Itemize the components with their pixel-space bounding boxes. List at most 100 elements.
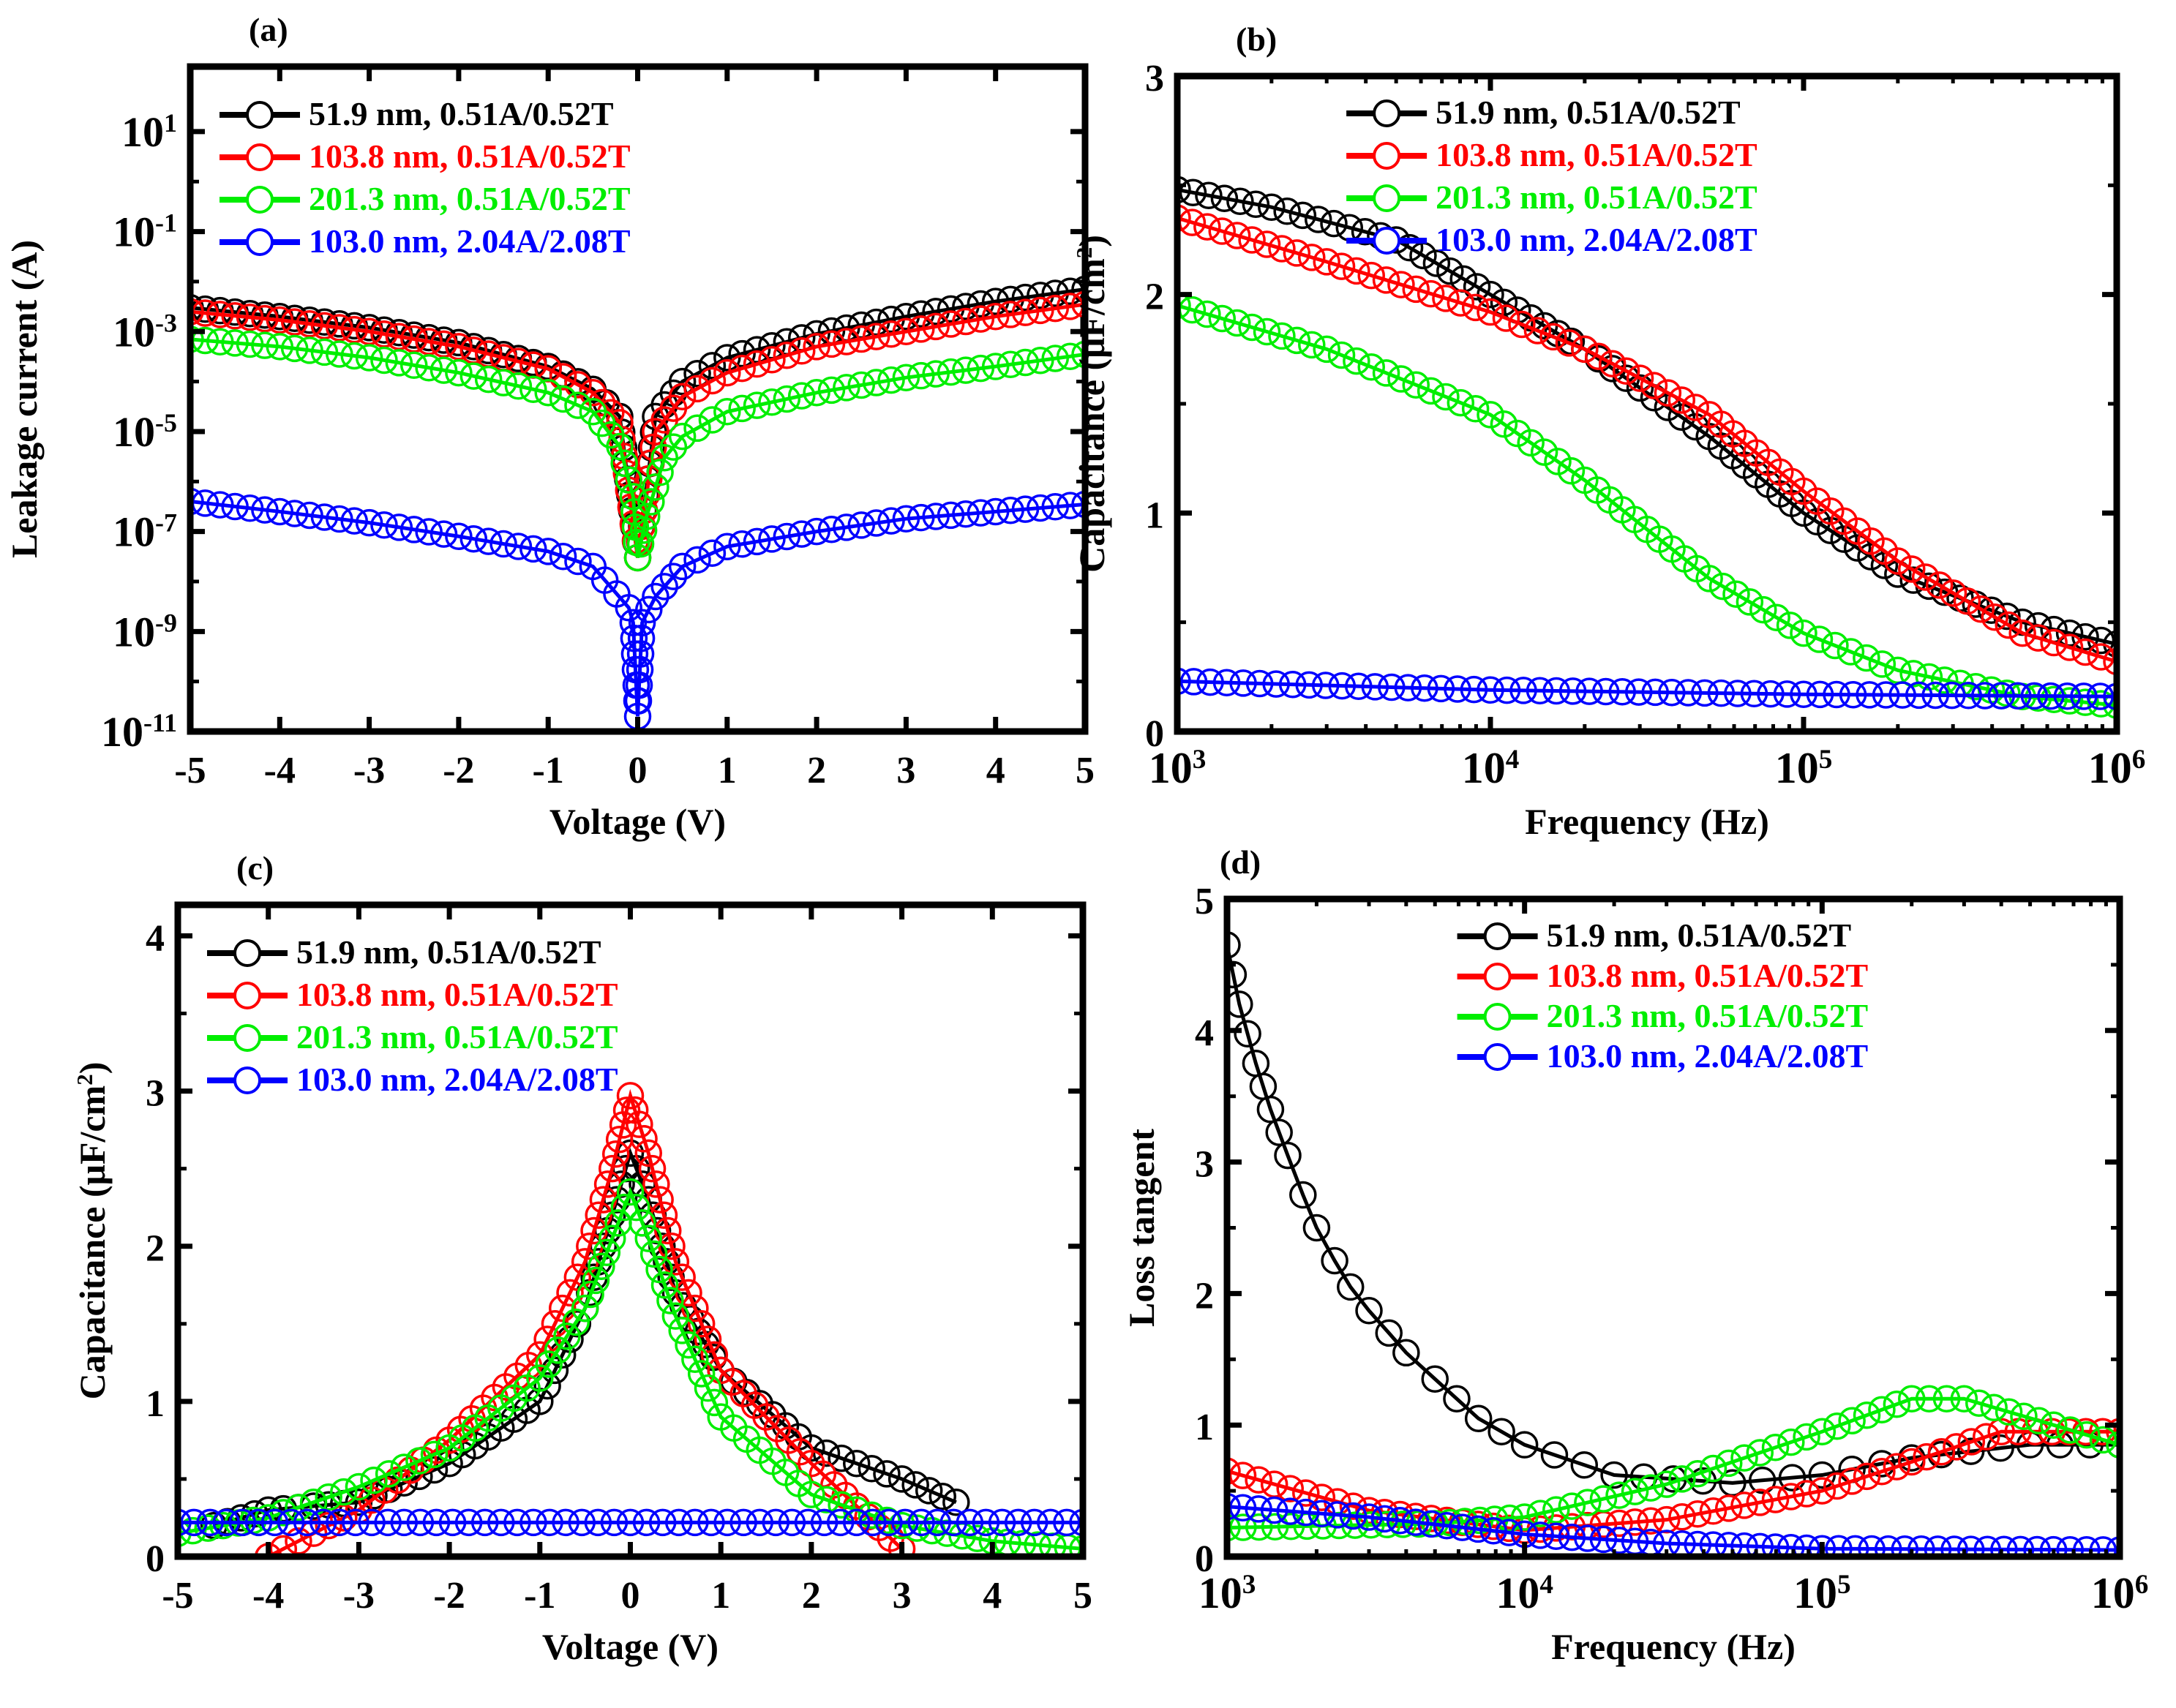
data-point-blue [1691,679,1719,707]
data-point-green [787,382,816,410]
y-tick-label: 10-9 [113,608,177,655]
data-point-blue [1295,671,1323,699]
data-point-blue [626,640,655,668]
data-point-blue [923,1508,951,1537]
data-point-red [1913,1442,1940,1471]
data-point-green [280,334,309,363]
data-point-green [892,364,920,391]
data-point-red [1793,1480,1820,1508]
data-point-green [1746,1439,1774,1467]
data-point-green [2089,1426,2117,1454]
legend-marker-red [1483,963,1512,990]
data-point-green [1208,304,1237,333]
data-point-green [1283,326,1311,355]
data-point-red [580,1216,608,1245]
legend-entry: 51.9 nm, 0.51A/0.52T [207,933,601,971]
data-point-blue [1724,680,1752,707]
data-point-blue [907,1508,935,1537]
x-tick-label: 4 [983,1575,1002,1617]
data-point-red [653,1216,682,1245]
data-point-blue [1495,1519,1523,1546]
data-point-green [1868,650,1897,678]
data-point-red [681,1294,709,1323]
data-point-red [1730,1491,1758,1519]
data-point-green [1995,1398,2023,1426]
data-point-red [847,325,875,353]
y-tick-label: 0 [146,1538,165,1580]
data-point-green [656,1287,684,1314]
legend-entry: 51.9 nm, 0.51A/0.52T [1457,917,1851,954]
data-point-black [1510,1431,1539,1459]
data-point-green [1722,580,1750,609]
data-point-green [888,1511,916,1540]
data-point-blue [1402,1508,1430,1536]
x-axis-label: Voltage (V) [549,801,726,842]
x-axis-label: Frequency (Hz) [1551,1626,1796,1667]
legend-entry: 51.9 nm, 0.51A/0.52T [1346,94,1741,131]
y-tick-label: 3 [146,1073,165,1115]
data-point-black [1600,1461,1628,1489]
data-point-green [1730,1444,1758,1472]
data-point-blue [1608,678,1636,706]
data-point-red [1957,1428,1986,1456]
data-point-red [2089,1418,2117,1445]
data-point-red [1477,298,1504,326]
data-point-blue [1464,1515,1492,1543]
data-point-red [620,1096,649,1124]
data-point-green [1229,1513,1257,1541]
data-point-red [1981,603,2009,631]
data-point-red [563,1263,592,1291]
data-point-blue [1276,1497,1304,1525]
legend-label: 201.3 nm, 0.51A/0.52T [1547,997,1869,1034]
data-point-blue [1971,682,1999,710]
data-point-blue [1674,679,1703,707]
data-point-blue [519,1508,547,1537]
data-point-blue [1071,490,1085,519]
data-point-black [1667,403,1696,432]
data-point-blue [1328,671,1357,700]
data-point-red [952,307,980,336]
data-point-red [1539,323,1567,351]
data-point-black [1195,181,1223,210]
data-point-blue [1888,681,1916,709]
data-point-green [1526,1500,1554,1527]
data-point-blue [1292,1498,1320,1527]
data-point-green [1980,1393,2008,1421]
panel-label: (d) [1220,843,1261,881]
data-point-green [1930,666,1959,694]
data-point-blue [620,640,649,668]
data-point-black [928,1483,957,1511]
data-point-blue [1053,1508,1081,1537]
data-point-red [1777,1483,1805,1511]
x-tick-label: 1 [718,750,737,791]
data-point-blue [877,507,905,535]
data-point-black [713,344,741,372]
data-point-green [1327,341,1356,369]
y-tick-label: 2 [146,1228,165,1270]
data-point-green [646,459,674,486]
data-point-blue [1196,668,1224,696]
data-point-green [1637,1474,1665,1502]
data-point-blue [1740,680,1768,708]
data-point-red [1245,1466,1272,1494]
data-point-green [629,1209,656,1237]
data-point-black [901,1471,929,1499]
data-point-red [668,383,697,410]
data-point-red [280,308,309,336]
data-point-green [429,356,458,384]
data-point-red [1598,350,1627,377]
data-point-blue [892,505,920,533]
data-point-blue [1808,1535,1837,1557]
data-point-black [533,1372,561,1400]
data-point-green [285,1494,312,1521]
data-point-green [1761,1434,1790,1461]
data-point-green [817,376,846,405]
data-point-red [1447,289,1475,317]
data-point-green [1821,631,1849,660]
data-point-blue [2023,1535,2051,1557]
data-point-green [1777,1428,1805,1456]
data-point-blue [1793,1534,1820,1557]
data-point-green [564,391,592,419]
x-tick-label: -2 [443,750,474,791]
data-point-red [1654,379,1682,407]
